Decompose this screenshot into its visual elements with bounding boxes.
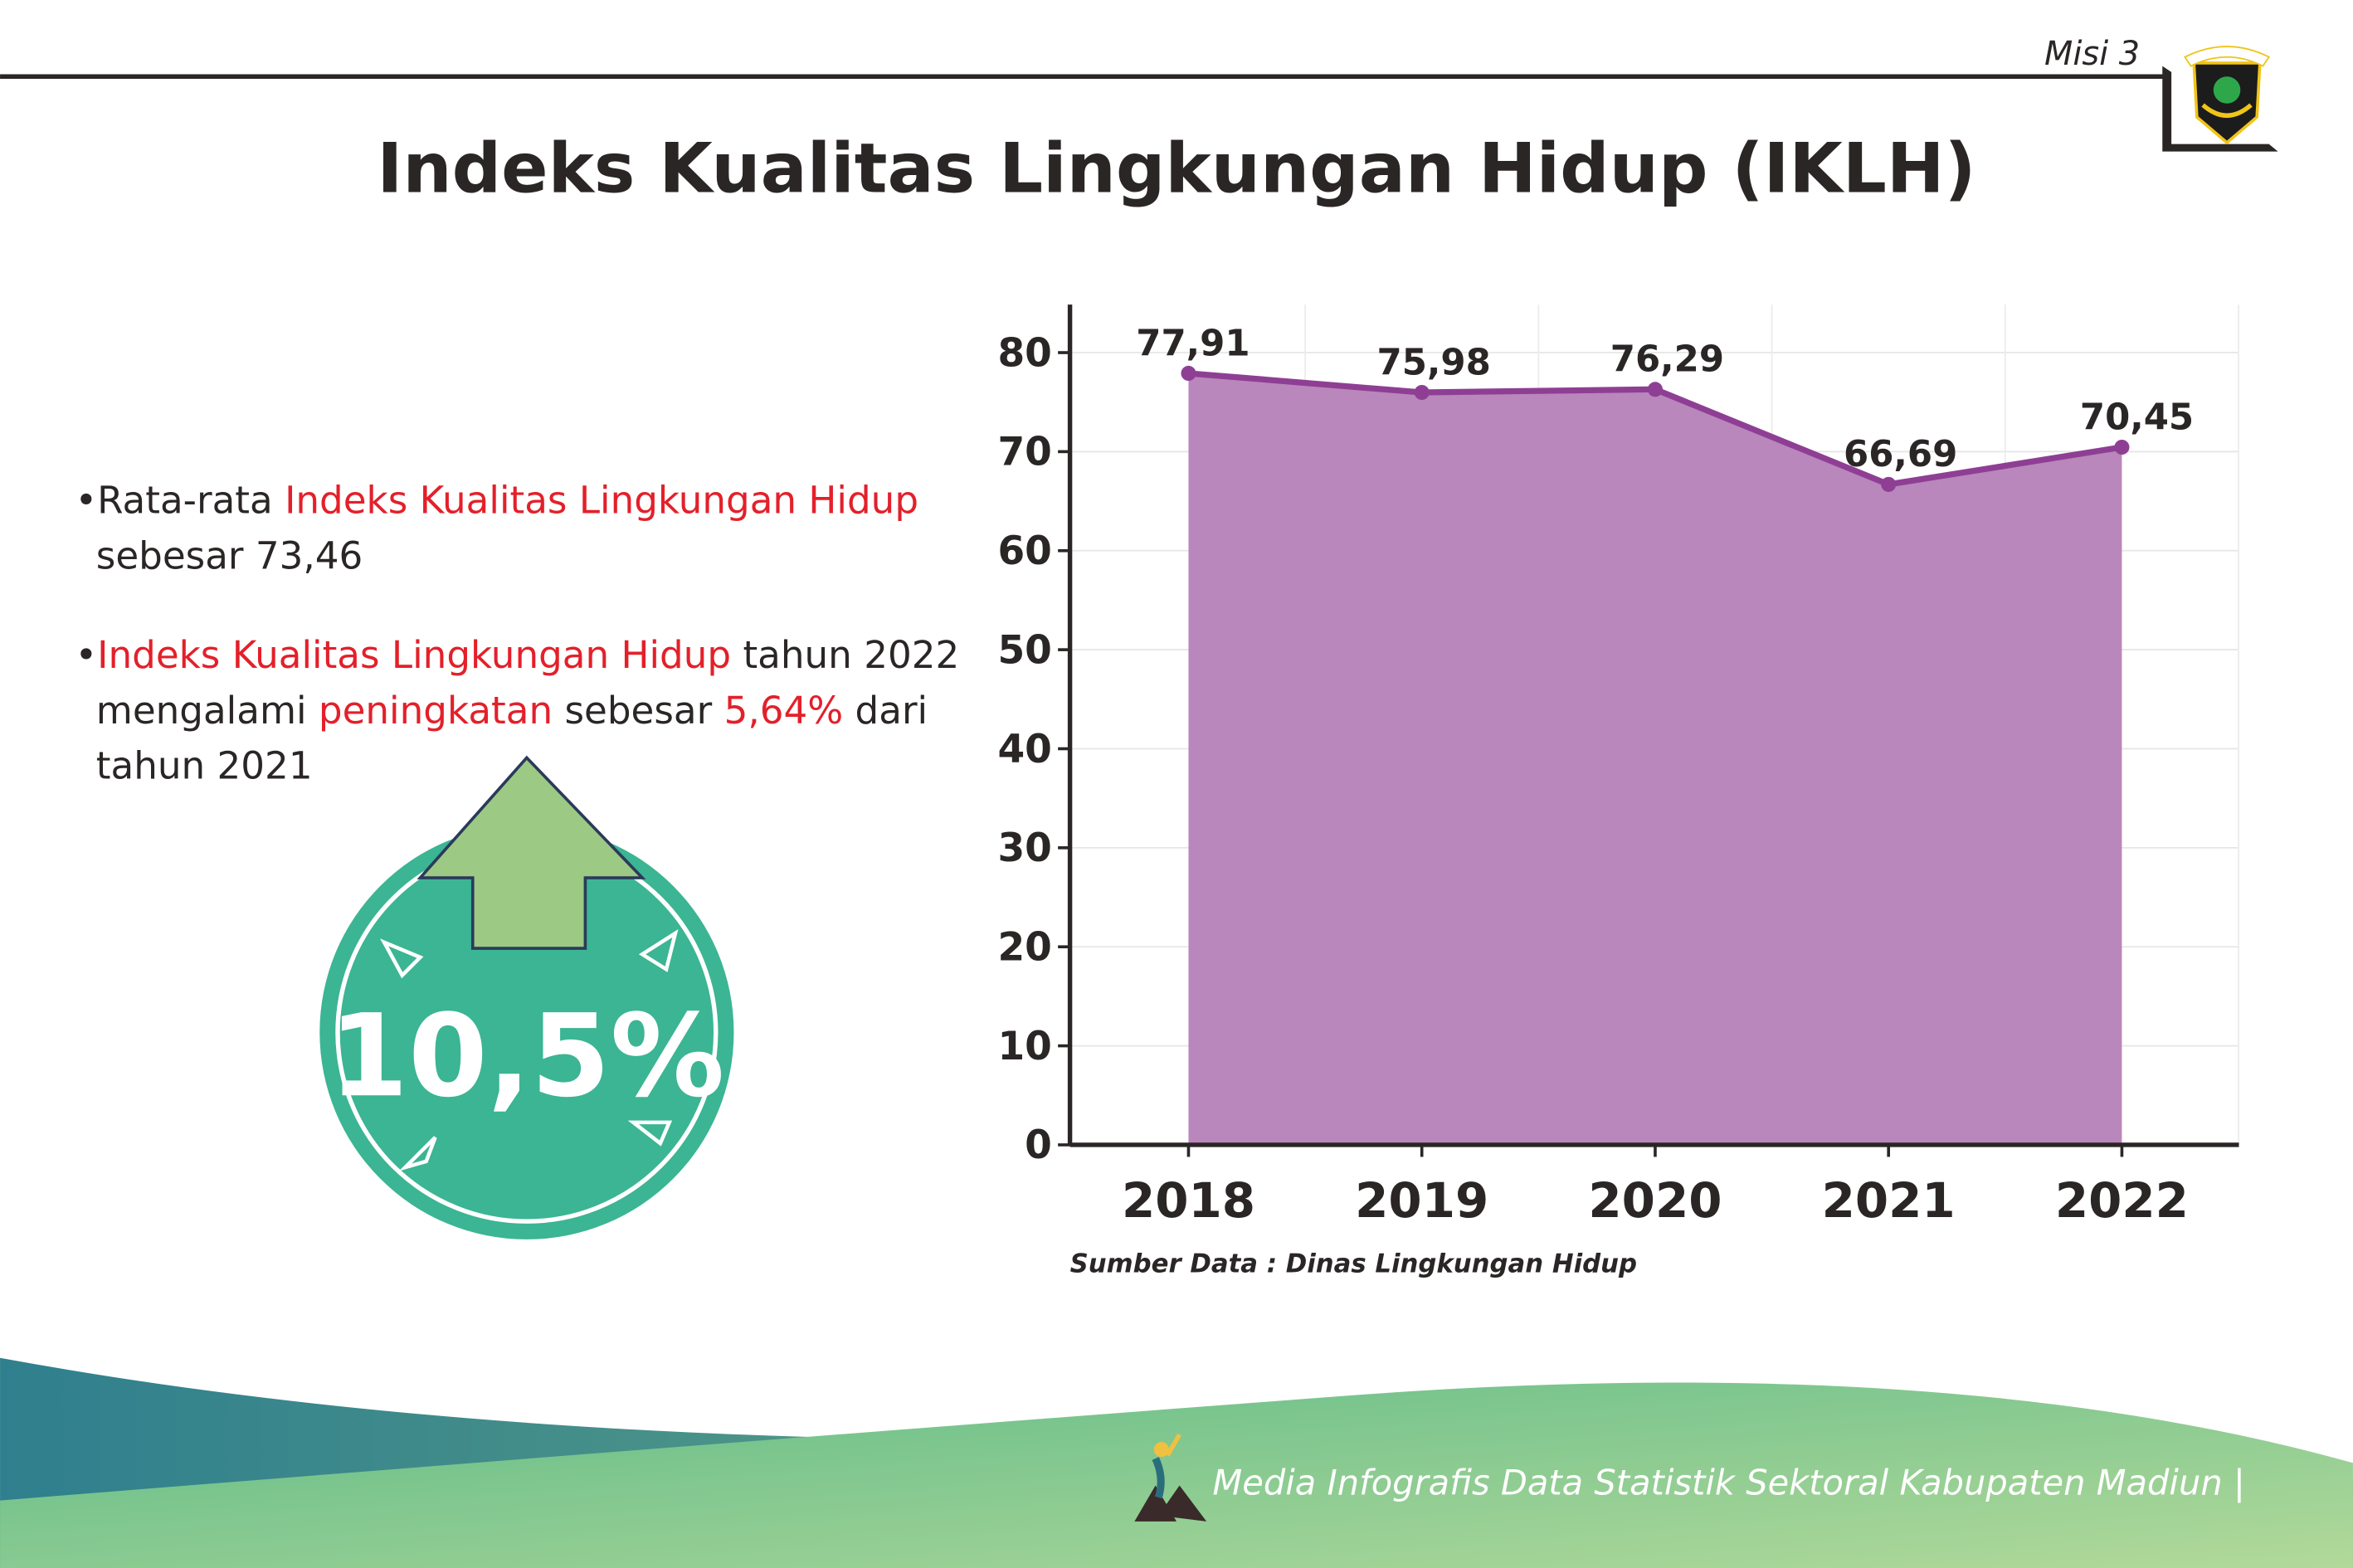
- x-tick-label: 2018: [1122, 1172, 1255, 1229]
- footer-caption: Media Infografis Data Statistik Sektoral…: [1212, 1462, 2245, 1502]
- area-fill: [1188, 373, 2122, 1145]
- data-label: 66,69: [1844, 434, 1957, 475]
- data-point: [1647, 382, 1663, 397]
- source-note: Sumber Data : Dinas Lingkungan Hidup: [1070, 1249, 1637, 1279]
- badge-value: 10,5%: [329, 990, 724, 1122]
- data-point: [1414, 384, 1430, 401]
- data-label: 70,45: [2080, 397, 2194, 438]
- misi-label: Misi 3: [2044, 35, 2140, 73]
- data-point: [1881, 476, 1897, 492]
- x-tick-label: 2019: [1355, 1172, 1488, 1229]
- bullet-1-prefix: •Rata-rata: [75, 479, 285, 523]
- data-label: 75,98: [1377, 342, 1491, 383]
- bullet-2-line3: tahun 2021: [96, 744, 313, 788]
- y-tick-label: 60: [997, 528, 1051, 574]
- data-point: [1181, 365, 1196, 382]
- footer-wave-front: [0, 1382, 2353, 1568]
- bullet-2-suffix: tahun 2022: [731, 633, 959, 677]
- y-tick-label: 30: [997, 825, 1051, 871]
- growth-badge: 10,5%: [319, 755, 734, 1239]
- y-tick-label: 20: [997, 925, 1051, 971]
- page-title: Indeks Kualitas Lingkungan Hidup (IKLH): [377, 129, 1975, 209]
- y-tick-label: 70: [997, 430, 1051, 475]
- data-label: 77,91: [1136, 323, 1250, 364]
- bullet-2: •Indeks Kualitas Lingkungan Hidup tahun …: [75, 633, 959, 677]
- arrow-up-icon: [417, 755, 646, 950]
- y-tick-label: 80: [997, 330, 1051, 376]
- bullet-2-line2: mengalami peningkatan sebesar 5,64% dari: [96, 689, 928, 733]
- bullet-1-line2: sebesar 73,46: [96, 533, 363, 577]
- y-tick-label: 10: [997, 1024, 1051, 1069]
- x-tick-label: 2022: [2055, 1172, 2189, 1229]
- bullet-2-highlight: Indeks Kualitas Lingkungan Hidup: [97, 633, 731, 677]
- bullet-1-highlight: Indeks Kualitas Lingkungan Hidup: [285, 479, 918, 523]
- kabupaten-madiun-logo: [2184, 46, 2270, 145]
- x-tick-label: 2021: [1822, 1172, 1956, 1229]
- data-label: 76,29: [1610, 339, 1724, 381]
- x-tick-label: 2020: [1588, 1172, 1722, 1229]
- summary-text: •Rata-rata Indeks Kualitas Lingkungan Hi…: [75, 479, 959, 788]
- y-tick-label: 40: [997, 727, 1051, 772]
- mascot-logo: [1134, 1433, 1207, 1522]
- data-point: [2114, 439, 2130, 455]
- y-tick-label: 50: [997, 627, 1051, 673]
- iklh-chart: 0 10 20 30 40 50 60 70 80 77,91 2018 75,98 2019 76,29…: [997, 304, 2239, 1229]
- y-tick-label: 0: [1025, 1122, 1052, 1168]
- bullet-1: •Rata-rata Indeks Kualitas Lingkungan Hi…: [75, 479, 918, 523]
